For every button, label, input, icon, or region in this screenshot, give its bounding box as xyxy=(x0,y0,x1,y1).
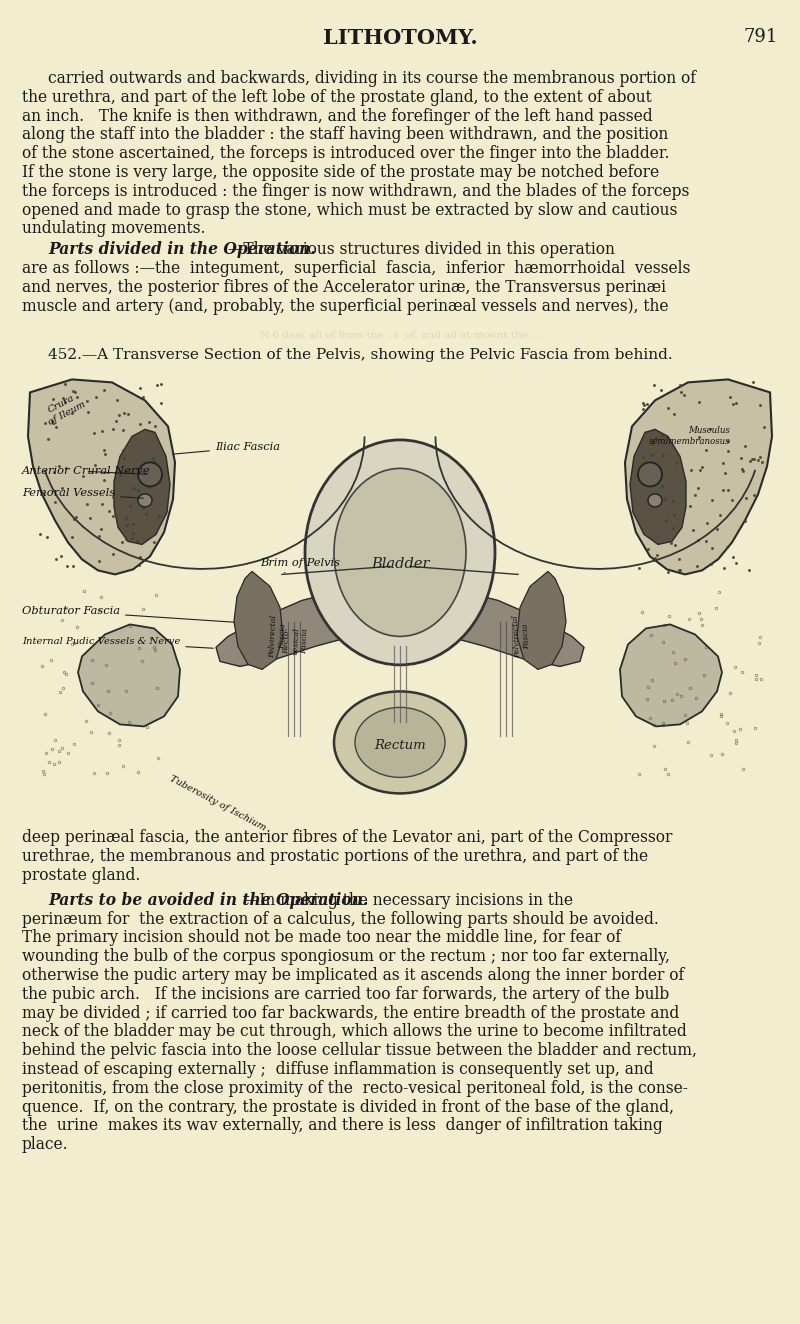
Text: Pelvirectal
Fascia: Pelvirectal Fascia xyxy=(512,614,532,658)
Polygon shape xyxy=(78,625,180,727)
Text: 452.—A Transverse Section of the Pelvis, showing the Pelvic Fascia from behind.: 452.—A Transverse Section of the Pelvis,… xyxy=(48,348,673,363)
Text: N 6 dew, all of from the  .s  of, and all at mount the ...: N 6 dew, all of from the .s of, and all … xyxy=(259,331,541,339)
Polygon shape xyxy=(114,429,170,544)
Text: Pelvirectal
Fascia: Pelvirectal Fascia xyxy=(268,614,288,658)
Text: otherwise the pudic artery may be implicated as it ascends along the inner borde: otherwise the pudic artery may be implic… xyxy=(22,967,684,984)
Text: Parts divided in the Operation.: Parts divided in the Operation. xyxy=(48,241,316,258)
Text: Crura
of Ileum: Crura of Ileum xyxy=(42,391,86,426)
Polygon shape xyxy=(517,572,566,670)
Ellipse shape xyxy=(334,469,466,637)
Ellipse shape xyxy=(305,440,495,665)
Text: wounding the bulb of the corpus spongiosum or the rectum ; nor too far externall: wounding the bulb of the corpus spongios… xyxy=(22,948,670,965)
Text: Obturator Fascia: Obturator Fascia xyxy=(22,606,234,622)
Text: Femoral Vessels: Femoral Vessels xyxy=(22,489,143,498)
Text: instead of escaping externally ;  diffuse inflammation is consequently set up, a: instead of escaping externally ; diffuse… xyxy=(22,1061,654,1078)
Text: behind the pelvic fascia into the loose cellular tissue between the bladder and : behind the pelvic fascia into the loose … xyxy=(22,1042,697,1059)
Text: the pubic arch.   If the incisions are carried too far forwards, the artery of t: the pubic arch. If the incisions are car… xyxy=(22,986,670,1002)
Polygon shape xyxy=(216,591,418,666)
Text: urethrae, the membranous and prostatic portions of the urethra, and part of the: urethrae, the membranous and prostatic p… xyxy=(22,849,648,865)
Text: Internal Pudic Vessels & Nerve: Internal Pudic Vessels & Nerve xyxy=(22,637,214,649)
Text: Bladder: Bladder xyxy=(370,557,430,572)
Text: Parts to be avoided in the Operation.: Parts to be avoided in the Operation. xyxy=(48,892,368,908)
Ellipse shape xyxy=(138,462,162,486)
Ellipse shape xyxy=(355,707,445,777)
Polygon shape xyxy=(28,380,175,575)
Bar xyxy=(28,375,772,809)
Polygon shape xyxy=(625,380,772,575)
Text: along the staff into the bladder : the staff having been withdrawn, and the posi: along the staff into the bladder : the s… xyxy=(22,126,668,143)
Text: opened and made to grasp the stone, which must be extracted by slow and cautious: opened and made to grasp the stone, whic… xyxy=(22,201,678,218)
Text: Recto-
vesical
Fascia: Recto- vesical Fascia xyxy=(282,626,310,655)
Text: are as follows :—the  integument,  superficial  fascia,  inferior  hæmorrhoidal : are as follows :—the integument, superfi… xyxy=(22,260,690,277)
Text: The primary incision should not be made too near the middle line, for fear of: The primary incision should not be made … xyxy=(22,929,621,947)
Polygon shape xyxy=(630,429,686,544)
Ellipse shape xyxy=(138,494,152,507)
Ellipse shape xyxy=(334,691,466,793)
Text: If the stone is very large, the opposite side of the prostate may be notched bef: If the stone is very large, the opposite… xyxy=(22,164,659,181)
Polygon shape xyxy=(620,625,722,727)
Text: may be divided ; if carried too far backwards, the entire breadth of the prostat: may be divided ; if carried too far back… xyxy=(22,1005,679,1022)
Text: Rectum: Rectum xyxy=(374,739,426,752)
Text: peritonitis, from the close proximity of the  recto-vesical peritoneal fold, is : peritonitis, from the close proximity of… xyxy=(22,1080,688,1096)
Text: undulating movements.: undulating movements. xyxy=(22,220,206,237)
Text: deep perinæal fascia, the anterior fibres of the Levator ani, part of the Compre: deep perinæal fascia, the anterior fibre… xyxy=(22,829,672,846)
Text: Anterior Crural Nerve: Anterior Crural Nerve xyxy=(22,466,150,477)
Text: Brim of Pelvis: Brim of Pelvis xyxy=(260,559,340,573)
Text: Tuberosity of Ischium: Tuberosity of Ischium xyxy=(168,775,268,833)
Text: the urethra, and part of the left lobe of the prostate gland, to the extent of a: the urethra, and part of the left lobe o… xyxy=(22,89,652,106)
Text: the forceps is introduced : the finger is now withdrawn, and the blades of the f: the forceps is introduced : the finger i… xyxy=(22,183,690,200)
Polygon shape xyxy=(234,572,283,670)
Text: muscle and artery (and, probably, the superficial perinæal vessels and nerves), : muscle and artery (and, probably, the su… xyxy=(22,298,669,315)
Text: neck of the bladder may be cut through, which allows the urine to become infiltr: neck of the bladder may be cut through, … xyxy=(22,1023,686,1041)
Text: the  urine  makes its wav externally, and there is less  danger of infiltration : the urine makes its wav externally, and … xyxy=(22,1117,662,1135)
Text: prostate gland.: prostate gland. xyxy=(22,867,140,884)
Text: —The various structures divided in this operation: —The various structures divided in this … xyxy=(228,241,615,258)
Text: carried outwards and backwards, dividing in its course the membranous portion of: carried outwards and backwards, dividing… xyxy=(48,70,696,87)
Text: place.: place. xyxy=(22,1136,69,1153)
Text: Iliac Fascia: Iliac Fascia xyxy=(173,442,280,454)
Text: perinæum for  the extraction of a calculus, the following parts should be avoide: perinæum for the extraction of a calculu… xyxy=(22,911,659,928)
Polygon shape xyxy=(382,591,584,666)
Ellipse shape xyxy=(638,462,662,486)
Text: 791: 791 xyxy=(744,28,778,46)
Text: quence.  If, on the contrary, the prostate is divided in front of the base of th: quence. If, on the contrary, the prostat… xyxy=(22,1099,674,1116)
Text: an inch.   The knife is then withdrawn, and the forefinger of the left hand pass: an inch. The knife is then withdrawn, an… xyxy=(22,107,653,124)
Text: —In making the necessary incisions in the: —In making the necessary incisions in th… xyxy=(244,892,573,908)
Text: and nerves, the posterior fibres of the Accelerator urinæ, the Transversus perin: and nerves, the posterior fibres of the … xyxy=(22,279,666,295)
Text: of the stone ascertained, the forceps is introduced over the finger into the bla: of the stone ascertained, the forceps is… xyxy=(22,146,670,163)
Text: LITHOTOMY.: LITHOTOMY. xyxy=(322,28,478,48)
Text: Musculus
semimembranosus: Musculus semimembranosus xyxy=(649,426,730,446)
Ellipse shape xyxy=(648,494,662,507)
